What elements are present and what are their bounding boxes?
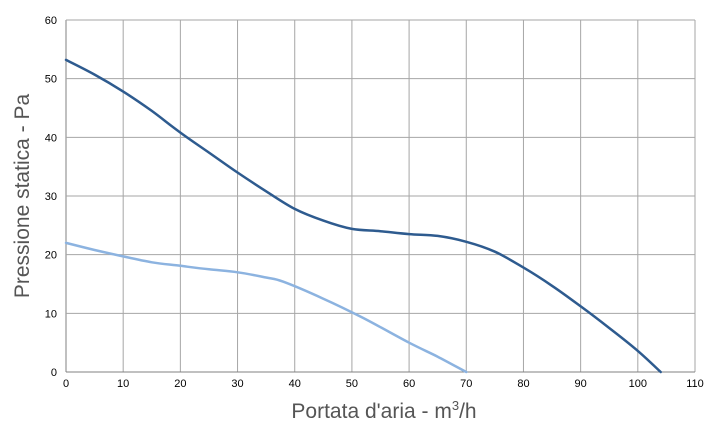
x-tick-label: 0 bbox=[63, 378, 69, 390]
series-line-2 bbox=[64, 241, 468, 374]
x-axis-title-suffix: /h bbox=[459, 400, 477, 423]
x-tick-label: 90 bbox=[575, 378, 587, 390]
x-tick-label: 100 bbox=[629, 378, 647, 390]
series-group bbox=[64, 58, 662, 374]
y-tick-label: 20 bbox=[45, 250, 57, 262]
y-tick-labels: 0 10 20 30 40 50 60 bbox=[45, 15, 57, 379]
y-tick-label: 10 bbox=[45, 308, 57, 320]
x-tick-label: 80 bbox=[517, 378, 529, 390]
y-tick-label: 30 bbox=[45, 191, 57, 203]
x-tick-label: 60 bbox=[403, 378, 415, 390]
y-tick-label: 40 bbox=[45, 132, 57, 144]
y-tick-label: 0 bbox=[51, 367, 57, 379]
x-tick-label: 10 bbox=[117, 378, 129, 390]
x-tick-label: 20 bbox=[174, 378, 186, 390]
y-axis-title: Pressione statica - Pa bbox=[11, 94, 34, 299]
x-axis-title: Portata d'aria - m3/h bbox=[291, 398, 476, 423]
x-tick-label: 110 bbox=[686, 378, 704, 390]
x-tick-labels: 0 10 20 30 40 50 60 70 80 90 100 110 bbox=[63, 378, 704, 390]
x-tick-label: 70 bbox=[460, 378, 472, 390]
x-axis-title-main: Portata d'aria - m bbox=[291, 400, 451, 423]
series-line-1 bbox=[64, 58, 662, 374]
x-tick-label: 30 bbox=[231, 378, 243, 390]
y-tick-label: 50 bbox=[45, 74, 57, 86]
grid bbox=[65, 19, 696, 373]
y-tick-label: 60 bbox=[45, 15, 57, 27]
x-axis-title-sup: 3 bbox=[452, 398, 459, 413]
x-tick-label: 50 bbox=[346, 378, 358, 390]
x-tick-label: 40 bbox=[289, 378, 301, 390]
